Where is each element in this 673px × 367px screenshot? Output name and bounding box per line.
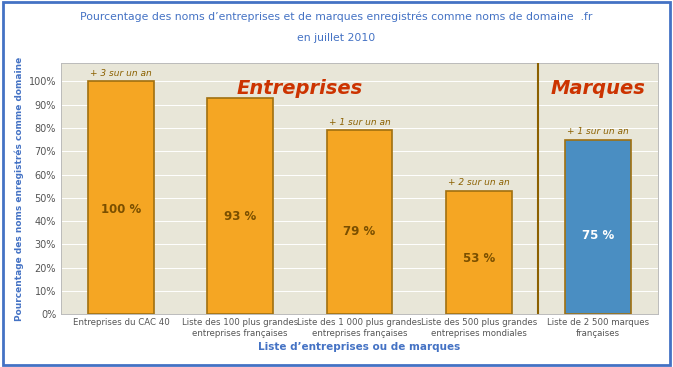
Text: en juillet 2010: en juillet 2010: [297, 33, 376, 43]
Bar: [207, 98, 273, 314]
Text: Entreprises: Entreprises: [237, 79, 363, 98]
Text: + 1 sur un an: + 1 sur un an: [328, 118, 390, 127]
Bar: [565, 139, 631, 314]
Text: Marques: Marques: [551, 79, 645, 98]
Text: 75 %: 75 %: [582, 229, 614, 242]
Bar: [88, 81, 153, 314]
Text: + 2 sur un an: + 2 sur un an: [448, 178, 509, 187]
Text: 53 %: 53 %: [462, 252, 495, 265]
Text: 100 %: 100 %: [101, 203, 141, 216]
Text: Pourcentage des noms d’entreprises et de marques enregistrés comme noms de domai: Pourcentage des noms d’entreprises et de…: [80, 11, 593, 22]
Bar: [446, 191, 511, 314]
Y-axis label: Pourcentage des noms enregistrés comme domaine: Pourcentage des noms enregistrés comme d…: [15, 57, 24, 321]
Text: 79 %: 79 %: [343, 225, 376, 238]
X-axis label: Liste d’entreprises ou de marques: Liste d’entreprises ou de marques: [258, 342, 460, 352]
Text: + 1 sur un an: + 1 sur un an: [567, 127, 629, 136]
Text: + 3 sur un an: + 3 sur un an: [90, 69, 152, 78]
Bar: [326, 130, 392, 314]
Text: 93 %: 93 %: [224, 210, 256, 223]
